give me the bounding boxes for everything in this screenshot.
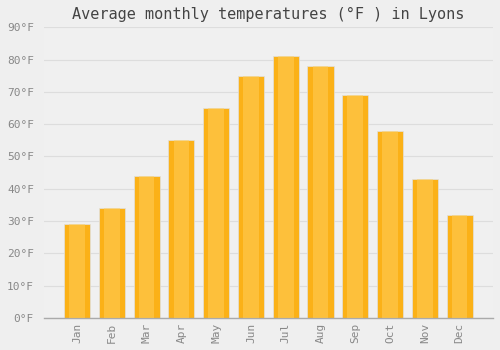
- Bar: [342, 95, 368, 318]
- Bar: [139, 176, 154, 318]
- Bar: [134, 176, 160, 318]
- Bar: [64, 224, 90, 318]
- Bar: [417, 179, 432, 318]
- Bar: [412, 179, 438, 318]
- Title: Average monthly temperatures (°F ) in Lyons: Average monthly temperatures (°F ) in Ly…: [72, 7, 464, 22]
- Bar: [168, 140, 194, 318]
- Bar: [174, 140, 190, 318]
- Bar: [272, 56, 299, 318]
- Bar: [452, 215, 468, 318]
- Bar: [243, 76, 259, 318]
- Bar: [278, 56, 293, 318]
- Bar: [104, 208, 120, 318]
- Bar: [308, 66, 334, 318]
- Bar: [382, 131, 398, 318]
- Bar: [238, 76, 264, 318]
- Bar: [446, 215, 472, 318]
- Bar: [208, 108, 224, 318]
- Bar: [70, 224, 85, 318]
- Bar: [203, 108, 229, 318]
- Bar: [348, 95, 363, 318]
- Bar: [99, 208, 125, 318]
- Bar: [312, 66, 328, 318]
- Bar: [377, 131, 403, 318]
